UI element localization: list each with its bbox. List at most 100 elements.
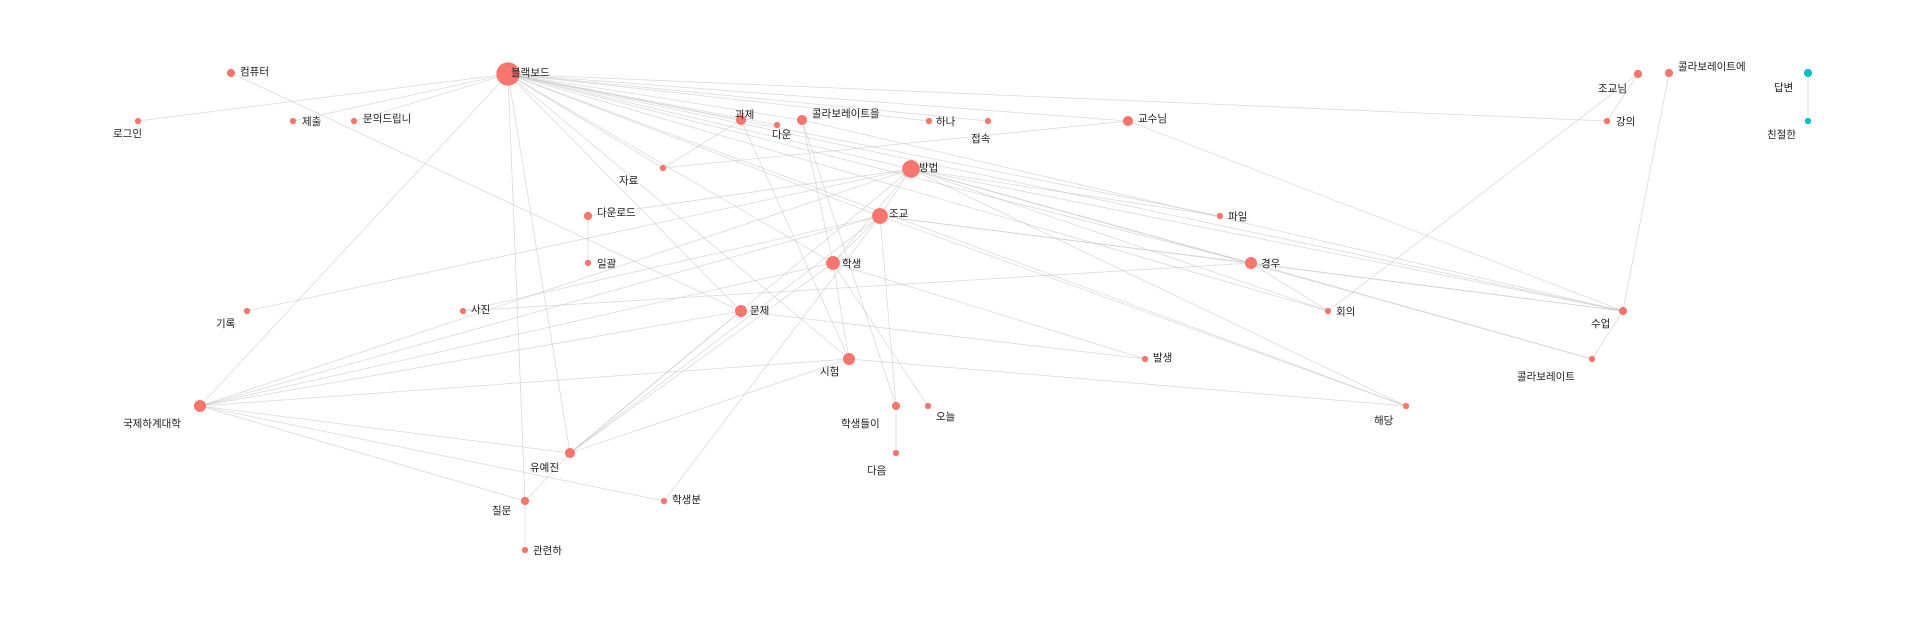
node-marker[interactable] — [826, 256, 840, 270]
node-label: 강의 — [1616, 116, 1635, 128]
node-marker[interactable] — [1216, 212, 1224, 220]
node-marker[interactable] — [496, 62, 520, 86]
node-ta[interactable]: 조교 — [872, 208, 909, 224]
node-collaborate_obj[interactable]: 콜라보레이트을 — [796, 108, 880, 126]
node-marker[interactable] — [1245, 257, 1257, 269]
node-marker[interactable] — [1664, 68, 1674, 78]
node-marker[interactable] — [659, 164, 667, 172]
node-occur[interactable]: 발생 — [1141, 352, 1172, 364]
node-marker[interactable] — [984, 117, 992, 125]
node-marker[interactable] — [773, 121, 781, 129]
node-marker[interactable] — [583, 211, 593, 221]
node-marker[interactable] — [843, 353, 855, 365]
node-class[interactable]: 수업 — [1591, 306, 1628, 330]
edge-blackboard-case — [507, 73, 1252, 264]
node-marker[interactable] — [1122, 115, 1134, 127]
node-marker[interactable] — [1588, 355, 1596, 363]
edge-student-yoo — [569, 262, 834, 454]
node-marker[interactable] — [1141, 355, 1149, 363]
node-marker[interactable] — [289, 117, 297, 125]
node-exam[interactable]: 시험 — [820, 353, 855, 378]
node-marker[interactable] — [521, 546, 529, 554]
node-label: 하나 — [936, 115, 956, 128]
node-marker[interactable] — [924, 402, 932, 410]
node-professor[interactable]: 교수님 — [1122, 113, 1167, 127]
node-marker[interactable] — [564, 447, 576, 459]
node-marker[interactable] — [134, 117, 142, 125]
node-marker[interactable] — [243, 307, 251, 315]
node-down[interactable]: 다운 — [772, 121, 792, 141]
node-marker[interactable] — [872, 208, 888, 224]
edge-university-question — [199, 405, 526, 502]
node-blackboard[interactable]: 블랙보드 — [496, 62, 550, 86]
node-access[interactable]: 접속 — [971, 117, 992, 145]
node-collaborate_loc[interactable]: 콜라보레이트에 — [1664, 61, 1746, 78]
node-marker[interactable] — [520, 496, 530, 506]
node-relevant[interactable]: 해당 — [1374, 402, 1410, 427]
node-lecture[interactable]: 강의 — [1603, 116, 1635, 128]
node-yoo[interactable]: 유예진 — [530, 447, 576, 474]
node-marker[interactable] — [1324, 307, 1332, 315]
edge-student-university — [199, 262, 834, 407]
node-marker[interactable] — [226, 68, 236, 78]
node-method[interactable]: 방법 — [902, 160, 938, 178]
node-problem[interactable]: 문제 — [735, 305, 769, 317]
node-computer[interactable]: 컴퓨터 — [226, 66, 269, 78]
node-label: 다운 — [772, 129, 792, 141]
node-ta_hon[interactable]: 조교님 — [1598, 69, 1643, 95]
node-file[interactable]: 파일 — [1216, 210, 1247, 223]
node-marker[interactable] — [194, 400, 206, 412]
node-marker[interactable] — [735, 114, 747, 126]
node-marker[interactable] — [1804, 117, 1812, 125]
node-related[interactable]: 관련하 — [521, 544, 562, 557]
node-student[interactable]: 학생 — [826, 256, 861, 270]
node-label: 질문 — [492, 505, 512, 517]
edge-professor-class — [1127, 120, 1624, 312]
node-assignment[interactable]: 과제 — [735, 109, 754, 126]
node-marker[interactable] — [925, 117, 933, 125]
node-marker[interactable] — [660, 497, 668, 505]
node-kind[interactable]: 친절한 — [1767, 117, 1812, 141]
edge-class-collaborate — [1591, 310, 1624, 360]
edge-ta-university — [199, 215, 881, 407]
node-marker[interactable] — [892, 449, 900, 457]
edge-case-meeting — [1250, 262, 1329, 312]
node-university[interactable]: 국제하계대학 — [123, 400, 206, 430]
node-marker[interactable] — [891, 401, 901, 411]
edge-blackboard-problem — [507, 73, 742, 312]
node-marker[interactable] — [1402, 402, 1410, 410]
node-label: 다음 — [867, 465, 887, 477]
node-marker[interactable] — [584, 259, 592, 267]
node-marker[interactable] — [1603, 117, 1611, 125]
node-question[interactable]: 질문 — [492, 496, 530, 517]
node-collaborate[interactable]: 콜라보레이트 — [1517, 355, 1596, 383]
node-photo[interactable]: 사진 — [459, 304, 490, 316]
node-next[interactable]: 다음 — [867, 449, 900, 477]
node-marker[interactable] — [1618, 306, 1628, 316]
node-login[interactable]: 로그인 — [113, 117, 142, 140]
node-label: 일괄 — [597, 257, 617, 270]
node-meeting[interactable]: 회의 — [1324, 306, 1355, 318]
node-submit[interactable]: 제출 — [289, 116, 322, 128]
node-marker[interactable] — [796, 114, 808, 126]
edge-blackboard-login — [137, 73, 509, 122]
node-marker[interactable] — [902, 160, 920, 178]
node-marker[interactable] — [735, 305, 747, 317]
node-marker[interactable] — [1803, 68, 1813, 78]
node-marker[interactable] — [350, 117, 358, 125]
node-students[interactable]: 학생들이 — [841, 401, 901, 430]
node-student_hon[interactable]: 학생분 — [660, 494, 701, 506]
node-case[interactable]: 경우 — [1245, 257, 1281, 270]
node-material[interactable]: 자료 — [619, 164, 667, 187]
node-marker[interactable] — [459, 307, 467, 315]
node-label: 콜라보레이트에 — [1678, 61, 1746, 73]
node-record[interactable]: 기록 — [216, 307, 251, 330]
node-batch[interactable]: 일괄 — [584, 257, 617, 270]
node-one[interactable]: 하나 — [925, 115, 956, 128]
node-marker[interactable] — [1633, 69, 1643, 79]
node-download[interactable]: 다운로드 — [583, 207, 636, 221]
node-come[interactable]: 오늘 — [924, 402, 956, 423]
node-answer[interactable]: 답변 — [1774, 68, 1813, 94]
node-inquiry[interactable]: 문의드립니 — [350, 112, 411, 125]
